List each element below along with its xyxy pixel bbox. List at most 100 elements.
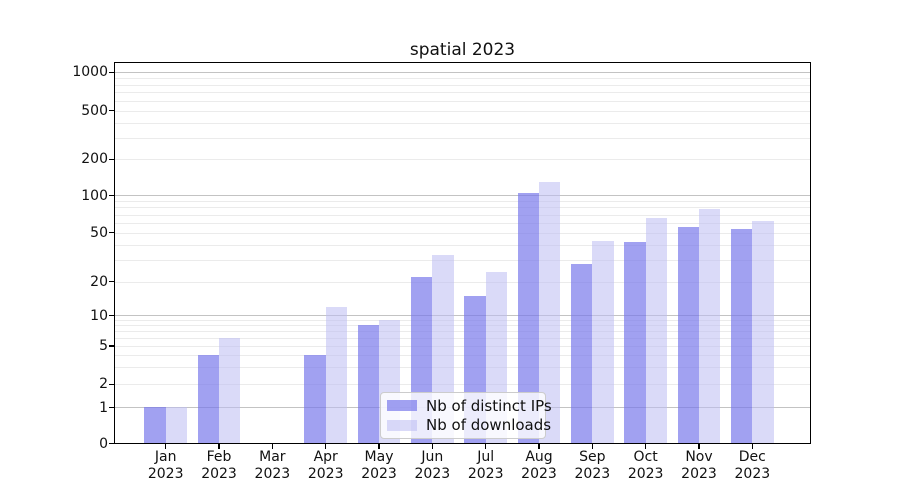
bar-downloads-apr — [325, 306, 348, 444]
bar-downloads-nov — [699, 208, 721, 444]
y-tick-label-100: 100 — [81, 187, 108, 204]
gridline-200 — [114, 159, 811, 161]
gridline-6 — [114, 337, 811, 339]
gridline-4 — [114, 355, 811, 357]
x-tick-label-mar: Mar 2023 — [254, 449, 291, 482]
bar-downloads-jan — [165, 407, 188, 444]
y-tick-label-5: 5 — [99, 338, 108, 354]
gridline-9 — [114, 320, 811, 322]
gridline-7 — [114, 331, 811, 333]
gridline-70 — [114, 214, 811, 216]
chart-title: spatial 2023 — [409, 40, 516, 60]
x-tick-label-sep: Sep 2023 — [574, 449, 611, 482]
x-tick-mark-jul — [485, 444, 487, 449]
gridline-800 — [114, 84, 811, 86]
x-tick-label-dec: Dec 2023 — [734, 449, 771, 482]
gridline-2 — [114, 384, 811, 386]
legend-row-downloads: Nb of downloads — [387, 416, 551, 434]
y-tick-label-1000: 1000 — [72, 64, 108, 81]
bar-distinct-ips-apr — [304, 355, 326, 444]
y-tick-mark-0 — [109, 442, 114, 445]
gridline-40 — [114, 244, 811, 246]
bar-distinct-ips-sep — [571, 263, 593, 444]
y-tick-mark-2 — [109, 383, 114, 385]
x-tick-mark-jan — [165, 444, 167, 449]
bar-distinct-ips-feb — [197, 355, 220, 444]
bar-distinct-ips-jan — [144, 407, 166, 444]
legend-row-distinct-ips: Nb of distinct IPs — [387, 397, 552, 415]
bar-downloads-feb — [219, 337, 241, 444]
y-tick-mark-50 — [109, 232, 114, 234]
bar-downloads-dec — [752, 221, 774, 444]
bar-distinct-ips-may — [357, 325, 380, 444]
gridline-80 — [114, 207, 811, 209]
gridline-30 — [114, 260, 811, 261]
y-tick-mark-200 — [109, 158, 114, 160]
bar-downloads-sep — [592, 240, 614, 444]
x-tick-label-jun: Jun 2023 — [414, 449, 451, 482]
x-tick-mark-sep — [591, 444, 593, 449]
y-tick-mark-20 — [109, 281, 114, 283]
x-tick-mark-aug — [538, 444, 540, 449]
x-tick-label-aug: Aug 2023 — [521, 449, 557, 482]
gridline-1000 — [114, 72, 811, 74]
bar-distinct-ips-oct — [624, 242, 646, 444]
gridline-300 — [114, 137, 811, 139]
legend-swatch-downloads-icon — [387, 419, 417, 431]
y-tick-mark-10 — [109, 314, 114, 317]
y-tick-label-500: 500 — [81, 102, 108, 119]
x-tick-label-nov: Nov 2023 — [681, 449, 717, 482]
gridline-5 — [114, 345, 811, 347]
bar-distinct-ips-dec — [731, 228, 753, 444]
y-tick-label-200: 200 — [81, 151, 108, 168]
x-tick-label-may: May 2023 — [361, 449, 397, 482]
y-tick-mark-500 — [109, 110, 114, 112]
x-tick-label-jan: Jan 2023 — [147, 449, 184, 482]
gridline-50 — [114, 232, 811, 234]
legend-label-downloads: Nb of downloads — [426, 416, 552, 435]
gridline-500 — [114, 110, 811, 112]
x-tick-label-feb: Feb 2023 — [201, 449, 237, 482]
y-tick-mark-1 — [109, 406, 114, 409]
gridline-400 — [114, 122, 811, 124]
plot-area — [114, 62, 811, 444]
gridline-900 — [114, 78, 811, 80]
x-tick-mark-jun — [431, 444, 433, 449]
legend-swatch-distinct-ips-icon — [387, 400, 417, 412]
x-tick-mark-nov — [698, 444, 700, 449]
x-tick-label-jul: Jul 2023 — [467, 449, 504, 482]
x-tick-mark-dec — [751, 444, 753, 449]
y-tick-label-1: 1 — [99, 399, 108, 416]
y-tick-label-2: 2 — [99, 376, 108, 393]
y-tick-label-0: 0 — [99, 435, 108, 452]
gridline-90 — [114, 201, 811, 203]
bar-distinct-ips-aug — [517, 192, 539, 444]
x-tick-mark-apr — [325, 444, 327, 449]
x-tick-mark-may — [378, 444, 380, 449]
legend-label-distinct-ips: Nb of distinct IPs — [426, 396, 552, 415]
legend: Nb of distinct IPs Nb of downloads — [380, 392, 552, 439]
gridline-20 — [114, 281, 811, 283]
gridline-600 — [114, 100, 811, 102]
x-tick-mark-mar — [271, 444, 273, 449]
y-tick-label-50: 50 — [90, 224, 108, 241]
bar-distinct-ips-nov — [677, 226, 699, 444]
bar-downloads-aug — [539, 181, 561, 444]
gridline-60 — [114, 222, 811, 224]
y-tick-mark-100 — [109, 194, 114, 197]
x-tick-label-apr: Apr 2023 — [307, 449, 344, 482]
gridline-3 — [114, 367, 811, 369]
gridline-700 — [114, 92, 811, 94]
y-tick-label-20: 20 — [90, 273, 108, 290]
bar-downloads-oct — [645, 217, 667, 444]
y-tick-mark-1000 — [109, 71, 114, 73]
gridline-100 — [114, 195, 811, 197]
y-tick-label-10: 10 — [90, 307, 108, 324]
x-tick-mark-feb — [218, 444, 220, 449]
x-tick-mark-oct — [645, 444, 647, 449]
x-tick-label-oct: Oct 2023 — [627, 449, 664, 482]
y-tick-mark-5 — [109, 345, 114, 347]
gridline-10 — [114, 315, 811, 317]
gridline-8 — [114, 325, 811, 327]
